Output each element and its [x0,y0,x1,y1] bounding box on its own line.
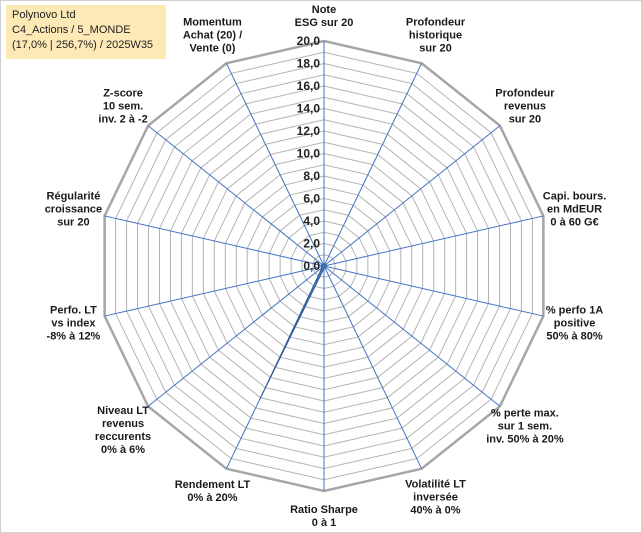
axis-label: Profondeur historique sur 20 [406,16,466,54]
axis-label-line: inversée [413,492,458,504]
axis-label-line: Profondeur [495,88,555,100]
axis-label: Capi. bours. en MdEUR 0 à 60 G€ [543,190,607,228]
axis-label-line: sur 1 sem. [498,420,552,432]
axis-label: Profondeur revenus sur 20 [495,88,555,126]
axis-label-line: ESG sur 20 [295,17,354,29]
axis-label-line: revenus [504,101,546,113]
radar-spokes [104,41,544,491]
axis-label-line: historique [409,29,462,41]
axis-label-line: 50% à 80% [546,331,602,343]
tick-label: 4,0 [303,214,320,228]
axis-label-line: Volatilité LT [405,479,466,491]
axis-label-line: 40% à 0% [410,505,460,517]
performance-summary: (17,0% | 256,7%) / 2025W35 [12,39,154,51]
tick-label: 8,0 [303,169,320,183]
radar-series [259,263,327,401]
axis-label-line: 0% à 6% [101,444,145,456]
axis-spoke [323,215,544,267]
axis-label: Rendement LT 0% à 20% [175,479,251,504]
axis-label-line: Vente (0) [190,42,236,54]
axis-label-line: sur 20 [57,216,89,228]
tick-label: 16,0 [297,79,321,93]
axis-spoke [147,265,325,407]
axis-label-line: -8% à 12% [47,331,101,343]
tick-label: 10,0 [297,147,321,161]
axis-label-line: Perfo. LT [50,305,97,317]
axis-label-line: reccurents [95,431,151,443]
axis-label: Note ESG sur 20 [295,4,354,29]
axis-label-line: inv. 2 à -2 [98,114,147,126]
axis-label-line: revenus [102,418,144,430]
axis-label-line: Momentum [183,16,242,28]
axis-label: % perfo 1A positive 50% à 80% [546,305,604,343]
tick-label: 18,0 [297,57,321,71]
axis-spoke [225,63,325,267]
company-name: Polynovo Ltd [12,9,76,21]
axis-label-line: Z-score [103,88,143,100]
info-box: Polynovo Ltd C4_Actions / 5_MONDE (17,0%… [6,5,166,59]
axis-label-line: vs index [51,318,96,330]
axis-label-line: 0 à 1 [312,517,336,529]
axis-label-line: Ratio Sharpe [290,504,358,516]
portfolio-category: C4_Actions / 5_MONDE [12,24,131,36]
axis-label-line: Note [312,4,336,16]
axis-label-line: 10 sem. [103,101,143,113]
axis-spoke [323,265,423,469]
axis-label-line: Profondeur [406,16,466,28]
axis-label-line: Rendement LT [175,479,251,491]
axis-label: Z-score 10 sem. inv. 2 à -2 [98,88,147,126]
axis-label-line: Achat (20) / [183,29,242,41]
series-area [259,263,327,401]
tick-label: 12,0 [297,124,321,138]
axis-spoke [323,265,544,317]
axis-label: Ratio Sharpe 0 à 1 [290,504,358,529]
axis-label: Perfo. LT vs index -8% à 12% [47,305,101,343]
axis-label: Régularité croissance sur 20 [45,190,102,228]
radial-tick-labels: 0,0 2,0 4,0 6,0 8,0 10,0 12,0 14,0 16,0 18,0 20,0 [297,34,321,273]
axis-spoke [323,125,501,267]
axis-label: % perte max. sur 1 sem. inv. 50% à 20% [486,407,564,445]
axis-spoke [104,215,325,267]
axis-label-line: sur 20 [509,114,541,126]
axis-label: Momentum Achat (20) / Vente (0) [183,16,242,54]
axis-label-line: Niveau LT [97,405,149,417]
axis-label-line: sur 20 [419,42,451,54]
axis-label-line: Régularité [47,190,101,202]
axis-labels: Note ESG sur 20 Profondeur historique sur 20… [45,4,607,529]
axis-label: Niveau LT revenus reccurents 0% à 6% [95,405,151,456]
tick-label: 6,0 [303,192,320,206]
tick-label: 20,0 [297,34,321,48]
axis-label-line: % perte max. [491,407,559,419]
tick-label: 2,0 [303,237,320,251]
axis-spoke [104,265,325,317]
axis-label-line: % perfo 1A [546,305,604,317]
axis-label-line: positive [554,318,596,330]
axis-label-line: inv. 50% à 20% [486,433,564,445]
axis-label-line: 0 à 60 G€ [550,216,598,228]
axis-label-line: en MdEUR [547,203,602,215]
axis-spoke [323,63,423,267]
axis-label: Volatilité LT inversée 40% à 0% [405,479,466,517]
tick-label: 14,0 [297,102,321,116]
axis-spoke [147,125,325,267]
axis-spoke [323,265,501,407]
axis-label-line: 0% à 20% [187,492,237,504]
axis-label-line: croissance [45,203,102,215]
axis-label-line: Capi. bours. [543,190,607,202]
tick-label: 0,0 [303,259,320,273]
